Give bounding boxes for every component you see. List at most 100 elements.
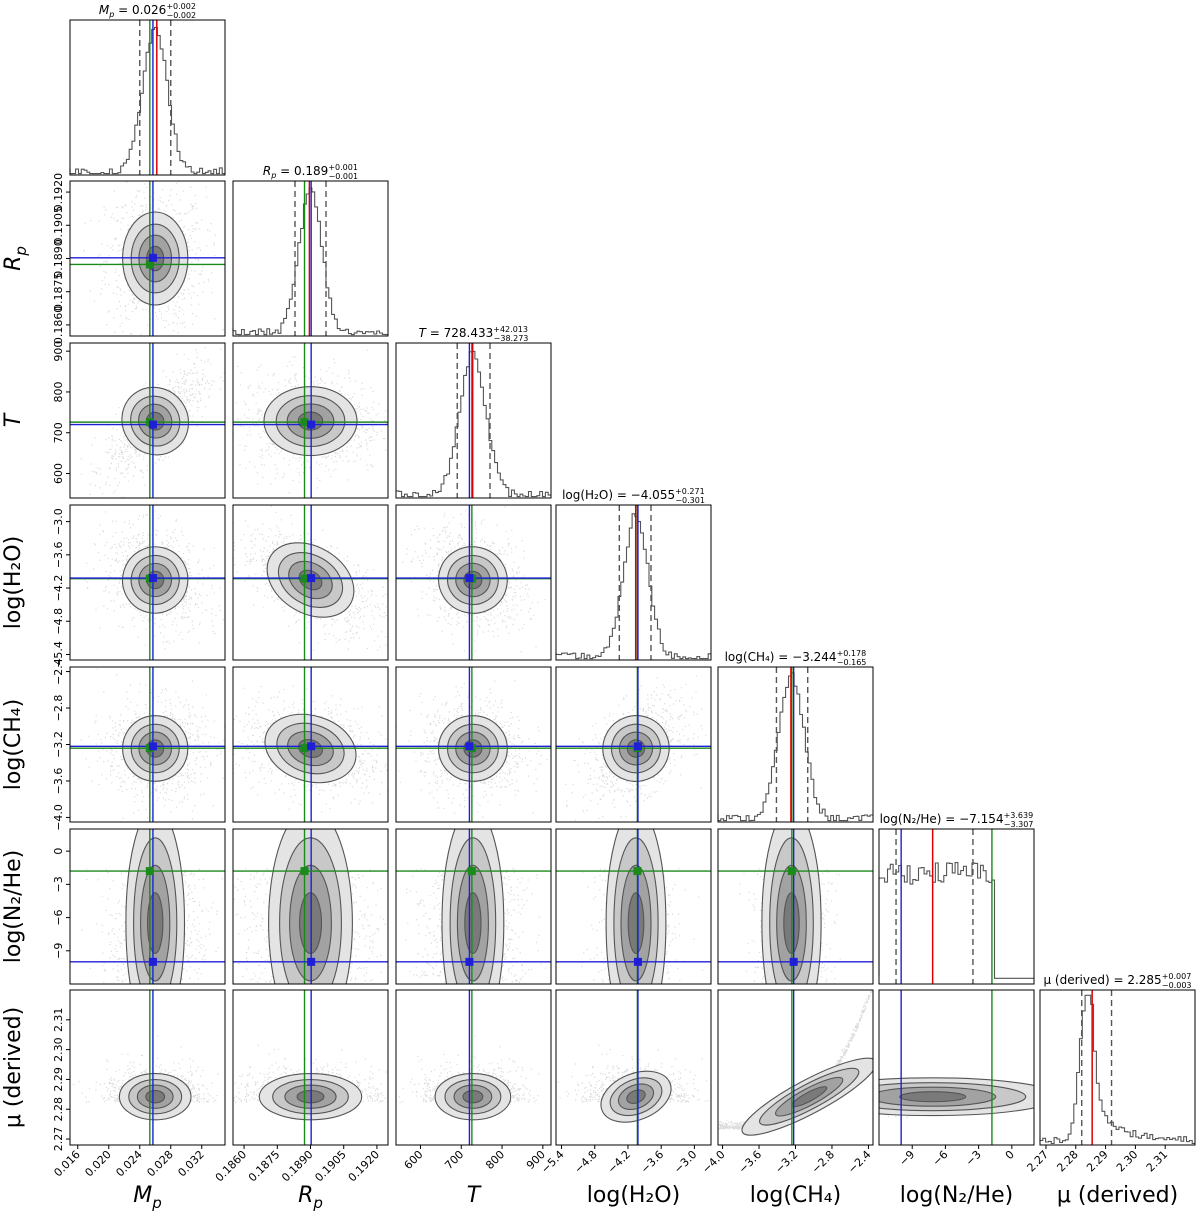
histogram-steps xyxy=(69,26,225,175)
truth-marker-blue xyxy=(465,574,474,583)
panel-frame xyxy=(717,828,874,985)
y-tick-label: −4.2 xyxy=(52,575,65,602)
truth-marker-blue xyxy=(307,574,316,583)
y-tick-label: 0.1860 xyxy=(52,306,65,345)
y-tick-label: −2.8 xyxy=(52,695,65,722)
x-tick-label: 700 xyxy=(442,1148,466,1172)
scatter-points xyxy=(72,1035,219,1103)
truth-marker-green xyxy=(467,867,476,876)
panel-content xyxy=(70,343,225,498)
truth-marker-blue xyxy=(148,957,157,966)
truth-marker-green xyxy=(787,867,796,876)
scatter-points xyxy=(718,990,873,1130)
panel-Mp-vs-CH4 xyxy=(69,666,226,823)
contour-level-4 xyxy=(146,892,164,954)
panel-content xyxy=(396,990,540,1145)
truth-marker-blue xyxy=(148,253,157,262)
panel-T-vs-N2He xyxy=(395,828,552,985)
y-tick-label: 0 xyxy=(52,848,65,855)
histogram-title: T = 728.433+42.013 −38.273 xyxy=(419,325,529,343)
panel-N2He-vs-mu xyxy=(878,989,1035,1146)
x-tick-label: −6 xyxy=(930,1148,951,1169)
y-tick-label: −6 xyxy=(52,909,65,925)
y-tick-label: −2.4 xyxy=(52,658,65,685)
truth-marker-blue xyxy=(148,420,157,429)
truth-marker-green xyxy=(300,574,309,583)
y-tick-label: −3.6 xyxy=(52,541,65,568)
histogram-steps xyxy=(878,862,1034,979)
x-tick-label: 0.024 xyxy=(113,1148,144,1179)
panel-Mp-vs-mu xyxy=(69,989,226,1146)
panel-frame xyxy=(395,504,552,661)
scatter-points xyxy=(84,511,224,650)
truth-marker-blue xyxy=(307,957,316,966)
y-tick-label: 600 xyxy=(52,463,65,484)
panel-frame xyxy=(232,342,389,499)
y-tick-label: 2.28 xyxy=(52,1097,65,1122)
y-tick-label: −3.0 xyxy=(52,508,65,535)
truth-marker-blue xyxy=(633,957,642,966)
x-tick-label: −3.6 xyxy=(736,1148,764,1176)
panel-frame xyxy=(878,989,1035,1146)
y-tick-label: −4.0 xyxy=(52,804,65,831)
x-tick-label: 0.1890 xyxy=(279,1148,315,1184)
panel-Mp-vs-T xyxy=(69,342,226,499)
panel-frame xyxy=(232,180,389,337)
panel-content xyxy=(72,990,219,1145)
truth-marker-blue xyxy=(465,957,474,966)
x-axis-label: log(CH₄) xyxy=(750,1183,841,1208)
histogram-steps xyxy=(555,513,711,660)
panel-content xyxy=(233,667,388,822)
y-tick-label: −9 xyxy=(52,943,65,959)
panel-content xyxy=(556,829,711,984)
y-tick-label: 0.1890 xyxy=(52,239,65,278)
panel-frame xyxy=(69,504,226,661)
y-axis-label: μ (derived) xyxy=(1,1007,26,1128)
y-tick-label: −3.6 xyxy=(52,768,65,795)
truth-marker-blue xyxy=(633,742,642,751)
truth-marker-green xyxy=(300,744,309,753)
panel-content xyxy=(718,829,873,984)
x-axis-label: T xyxy=(467,1183,482,1208)
x-tick-label: 600 xyxy=(402,1148,426,1172)
truth-marker-green xyxy=(145,867,154,876)
panel-frame xyxy=(878,828,1035,985)
truth-marker-blue xyxy=(307,420,316,429)
x-tick-label: 2.30 xyxy=(1114,1148,1141,1175)
y-tick-label: 2.29 xyxy=(52,1067,65,1092)
panel-Rp-vs-H2O xyxy=(232,504,389,661)
histogram-title: Mp = 0.026+0.002 −0.002 xyxy=(99,2,196,20)
panel-Mp-vs-N2He xyxy=(69,828,226,985)
x-tick-label: −3 xyxy=(963,1148,984,1169)
x-tick-label: −4.0 xyxy=(700,1148,728,1176)
contour-level-4 xyxy=(464,892,482,954)
x-tick-label: −4.8 xyxy=(572,1148,600,1176)
panel-frame xyxy=(395,342,552,499)
panel-content xyxy=(70,829,225,984)
y-tick-label: 700 xyxy=(52,422,65,443)
histogram-Rp: Rp = 0.189+0.001 −0.001 xyxy=(232,163,389,337)
histogram-steps xyxy=(395,350,551,498)
panel-content xyxy=(396,505,551,660)
panel-frame xyxy=(395,666,552,823)
panel-T-vs-H2O xyxy=(395,504,552,661)
truth-marker-blue xyxy=(465,742,474,751)
contour-level-4 xyxy=(627,892,645,954)
panel-Mp-vs-H2O xyxy=(69,504,226,661)
y-tick-label: −3.2 xyxy=(52,731,65,758)
panel-frame xyxy=(395,989,552,1146)
histogram-title: log(N₂/He) = −7.154+3.639 −3.307 xyxy=(880,811,1034,829)
y-tick-label: −4.8 xyxy=(52,608,65,635)
scatter-points xyxy=(405,867,547,983)
x-tick-label: 0.1905 xyxy=(312,1148,348,1184)
x-tick-label: −3.2 xyxy=(773,1148,801,1176)
y-tick-label: 2.30 xyxy=(52,1037,65,1062)
x-tick-label: −4.2 xyxy=(605,1148,633,1176)
panel-T-vs-CH4 xyxy=(395,666,552,823)
histogram-T: T = 728.433+42.013 −38.273 xyxy=(395,325,552,499)
y-tick-label: 900 xyxy=(52,341,65,362)
x-tick-label: −3.0 xyxy=(671,1148,699,1176)
panel-CH4-vs-mu xyxy=(717,989,874,1146)
histogram-steps xyxy=(717,672,873,822)
x-tick-label: 0.032 xyxy=(175,1148,206,1179)
